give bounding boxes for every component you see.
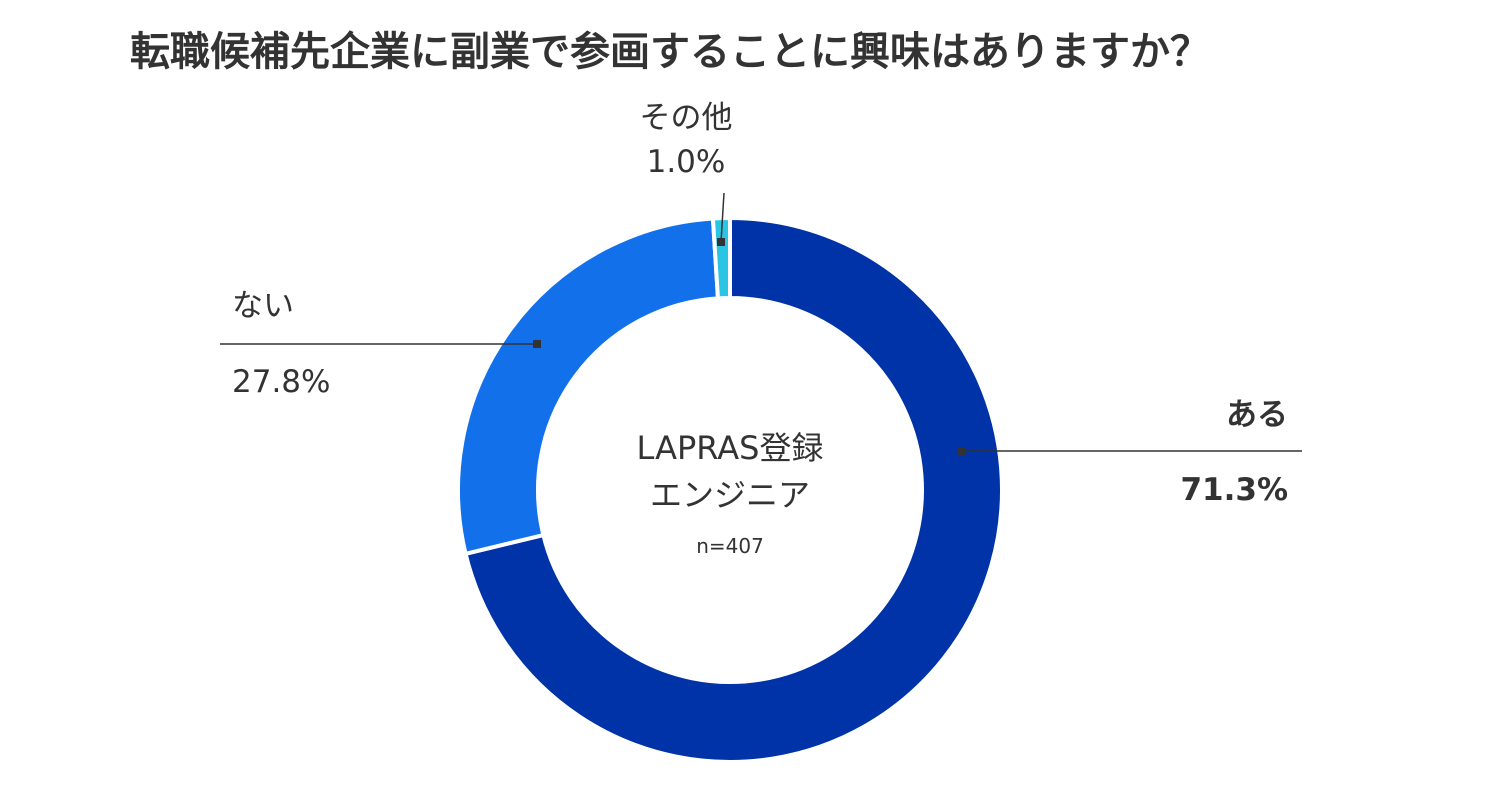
slice-value-nai: 27.8% — [232, 364, 330, 400]
slice-value-other: 1.0% — [647, 144, 726, 180]
slice-label-other: その他 — [640, 100, 733, 136]
chart-title: 転職候補先企業に副業で参画することに興味はありますか？ — [130, 29, 1210, 75]
slice-label-nai: ない — [232, 288, 294, 324]
slice-1 — [456, 216, 721, 557]
slice-label-aru: ある — [1226, 397, 1288, 433]
center-label-line1: LAPRAS登録 — [637, 429, 824, 467]
slice-value-aru: 71.3% — [1180, 472, 1288, 508]
slice-0 — [463, 215, 1004, 764]
donut-slices — [456, 215, 1004, 764]
center-note: n=407 — [696, 534, 764, 558]
leader-lines — [220, 192, 1302, 455]
leader-line-other — [720, 192, 725, 243]
center-label-line2: エンジニア — [650, 476, 810, 514]
